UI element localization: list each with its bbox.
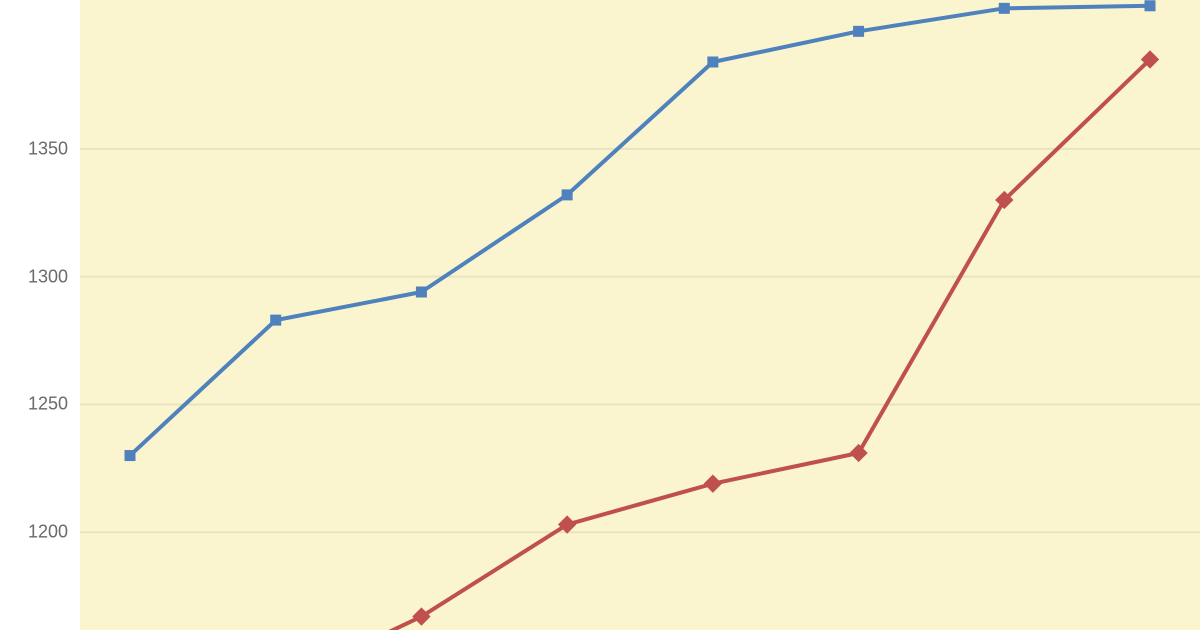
y-tick-label: 1350	[0, 138, 68, 159]
y-tick-label: 1200	[0, 522, 68, 543]
y-tick-label: 1300	[0, 266, 68, 287]
line-chart: 1200 1250 1300 1350	[0, 0, 1200, 630]
chart-canvas	[0, 0, 1200, 630]
y-axis-labels: 1200 1250 1300 1350	[0, 0, 68, 630]
y-tick-label: 1250	[0, 394, 68, 415]
